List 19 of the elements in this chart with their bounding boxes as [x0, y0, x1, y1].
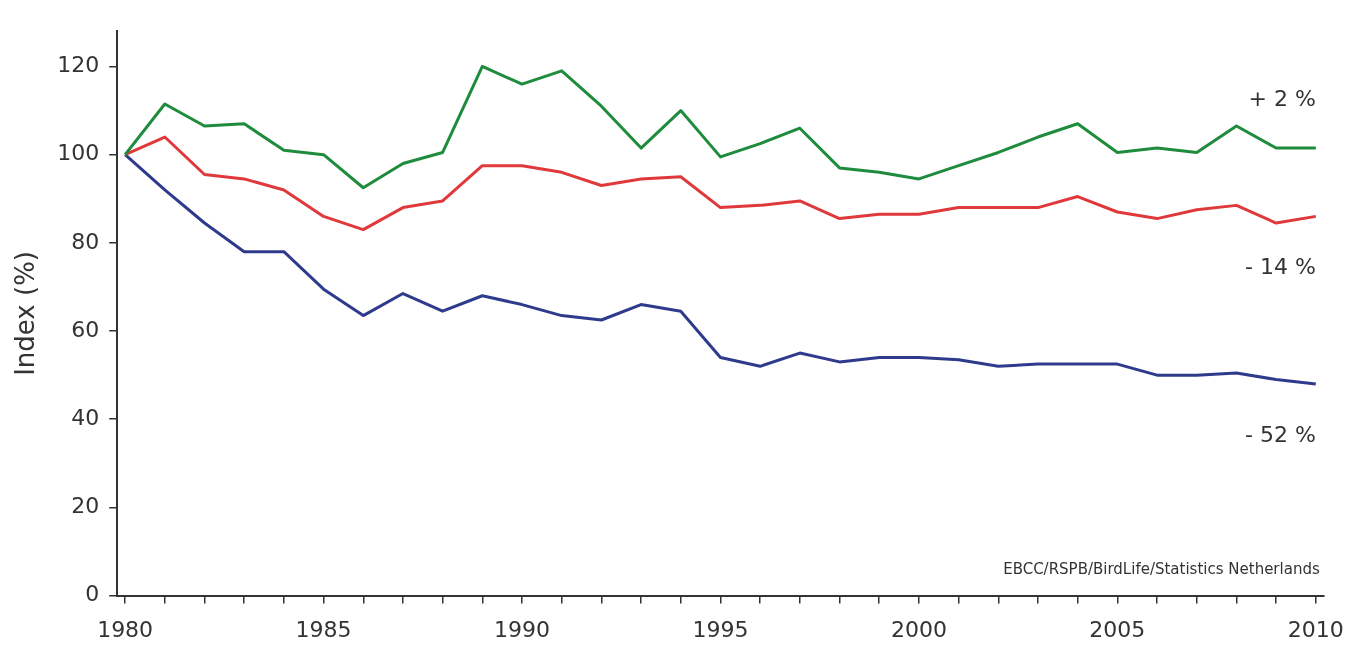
- y-tick-label: 40: [71, 404, 100, 430]
- y-tick-label: 20: [71, 493, 100, 519]
- x-tick-label: 1980: [97, 616, 154, 642]
- y-tick-label: 0: [85, 581, 100, 607]
- x-tick-label: 2010: [1287, 616, 1344, 642]
- annotation: EBCC/RSPB/BirdLife/Statistics Netherlands: [1003, 559, 1320, 578]
- y-tick-label: 100: [57, 140, 100, 166]
- x-tick-label: 2000: [890, 616, 947, 642]
- y-tick-label: 120: [57, 52, 100, 78]
- y-axis-title: Index (%): [10, 250, 41, 376]
- x-tick-label: 1990: [494, 616, 551, 642]
- annotation: + 2 %: [1248, 85, 1316, 111]
- annotation: - 52 %: [1244, 421, 1316, 447]
- y-tick-label: 80: [71, 228, 100, 254]
- x-tick-label: 1985: [295, 616, 352, 642]
- x-tick-label: 2005: [1089, 616, 1146, 642]
- annotation: - 14 %: [1244, 254, 1316, 280]
- x-tick-label: 1995: [692, 616, 749, 642]
- y-tick-label: 60: [71, 316, 100, 342]
